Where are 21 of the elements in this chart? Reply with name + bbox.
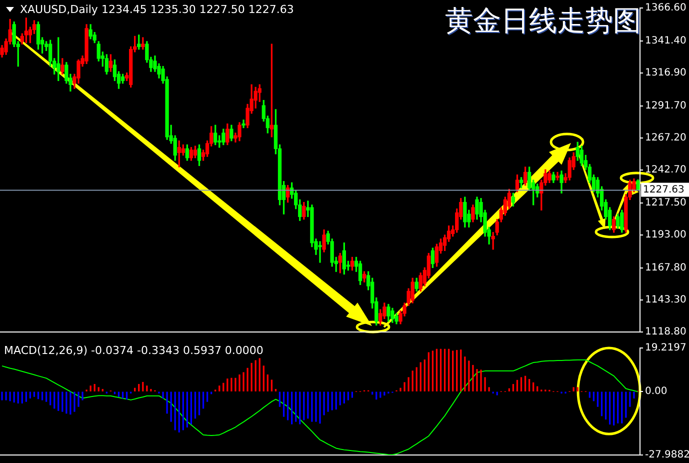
y-tick-label: 1143.30	[645, 294, 686, 306]
y-tick-label: 1118.80	[645, 326, 686, 338]
y-tick-label: 1167.80	[645, 262, 686, 274]
candlestick	[242, 120, 246, 128]
ref-line-label: 1227.63	[643, 184, 684, 196]
candlestick	[318, 241, 322, 263]
y-tick-label: 1242.70	[645, 164, 686, 176]
chart-title: MACD(12,26,9) -0.0374 -0.3343 0.5937 0.0000	[4, 344, 264, 357]
y-tick-label: 1341.40	[645, 36, 686, 47]
y-tick-label: 1291.70	[645, 100, 686, 112]
y-tick-label: 19.2197	[645, 342, 686, 354]
y-tick-label: -27.9882	[645, 450, 689, 461]
chart-subtitle: XAUUSD,Daily 1234.45 1235.30 1227.50 1227.63	[20, 3, 294, 16]
y-tick-label: 1366.60	[645, 2, 686, 14]
y-tick-label: 1316.90	[645, 68, 686, 79]
y-tick-label: 0.00	[645, 386, 668, 398]
chart-title: 黄金日线走势图	[445, 5, 641, 39]
y-tick-label: 1193.00	[645, 230, 686, 241]
candlestick	[556, 172, 560, 180]
y-tick-label: 1267.20	[645, 132, 686, 144]
y-tick-label: 1217.50	[645, 198, 686, 209]
